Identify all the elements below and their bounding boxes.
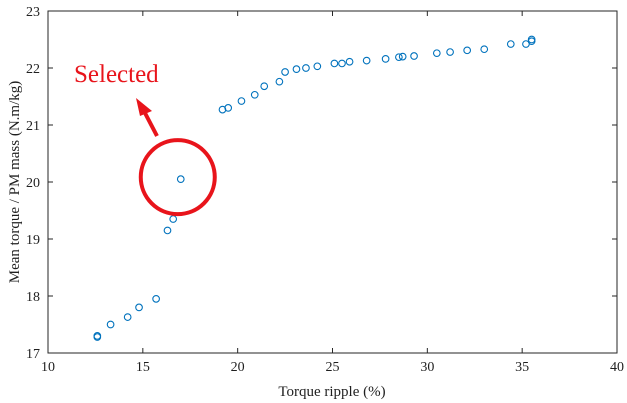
data-point: [152, 295, 160, 303]
data-point: [506, 40, 515, 48]
data-point: [381, 55, 390, 63]
y-tick-label: 20: [26, 176, 40, 191]
data-point: [281, 68, 289, 76]
data-point: [480, 45, 489, 54]
y-tick-label: 18: [26, 290, 40, 305]
x-tick-label: 35: [515, 360, 529, 375]
data-point: [176, 175, 185, 183]
data-point: [135, 303, 143, 312]
data-point: [292, 65, 301, 73]
data-point: [163, 226, 172, 235]
x-axis-label: Torque ripple (%): [278, 384, 385, 400]
x-tick-label: 40: [610, 360, 624, 375]
data-point: [123, 313, 132, 321]
x-tick-label: 25: [326, 360, 340, 375]
data-point: [398, 52, 407, 61]
y-tick-label: 21: [26, 119, 40, 134]
data-point: [338, 59, 346, 68]
data-point: [395, 53, 403, 62]
selected-label: Selected: [74, 61, 159, 88]
data-point: [330, 59, 339, 68]
data-point: [275, 77, 284, 86]
data-point: [446, 48, 454, 56]
data-point: [237, 97, 246, 105]
data-point: [302, 64, 310, 72]
y-axis: 17 18 19 20 21 22 23: [26, 5, 617, 362]
x-tick-label: 10: [41, 360, 55, 375]
x-tick-label: 30: [420, 360, 434, 375]
x-tick-label: 20: [231, 360, 245, 375]
data-point: [106, 320, 115, 329]
y-axis-label: Mean torque / PM mass (N.m/kg): [7, 81, 23, 283]
selected-circle: [138, 138, 217, 217]
y-tick-label: 19: [26, 233, 40, 248]
y-tick-label: 23: [26, 5, 40, 20]
y-tick-label: 22: [26, 62, 40, 77]
data-point: [410, 52, 418, 60]
data-point: [432, 49, 441, 58]
x-axis: 10 15 20 25 30 35 40: [41, 11, 624, 375]
data-point: [313, 62, 322, 71]
data-point: [224, 104, 233, 112]
selected-arrow-head: [136, 98, 152, 116]
y-tick-label: 17: [26, 347, 40, 362]
data-point: [345, 57, 354, 66]
data-point: [93, 333, 102, 341]
data-point: [250, 90, 259, 99]
x-tick-label: 15: [136, 360, 150, 375]
data-point: [362, 56, 371, 65]
data-point: [260, 82, 269, 91]
data-point: [463, 46, 472, 55]
data-points: [93, 35, 536, 341]
data-point: [527, 35, 536, 44]
selected-arrow-shaft: [143, 112, 159, 137]
selected-annotation: Selected: [74, 61, 217, 217]
